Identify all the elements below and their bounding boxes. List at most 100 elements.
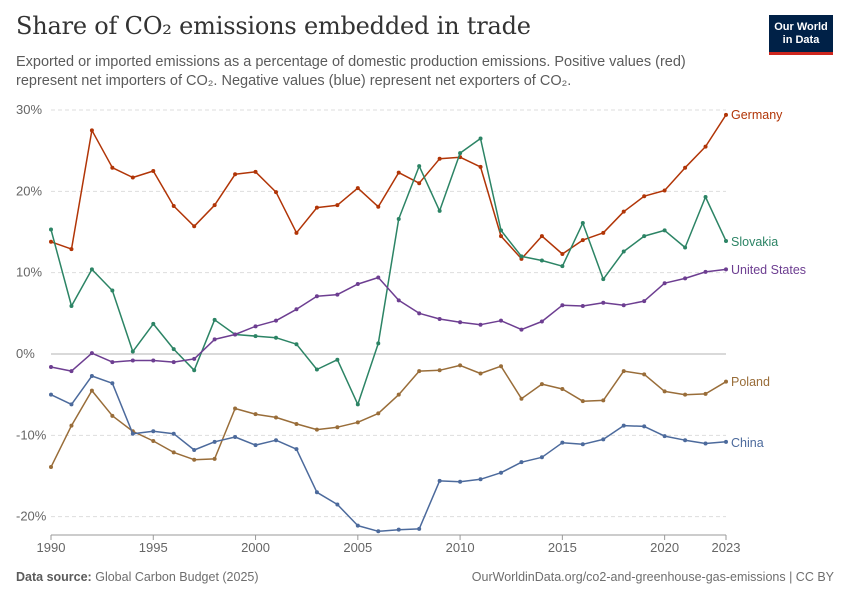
data-point-united-states (355, 282, 360, 287)
data-point-united-states (335, 292, 340, 297)
data-point-united-states (458, 320, 463, 325)
data-point-slovakia (396, 216, 401, 221)
data-point-poland (233, 406, 238, 411)
source-url[interactable]: OurWorldinData.org/co2-and-greenhouse-ga… (471, 570, 834, 584)
grid-layer: -20% -10% 0% 10% 20% 30% 1990 1995 2000 2005 2010 2… (16, 102, 740, 555)
data-point-poland (724, 379, 728, 384)
data-point-poland (458, 363, 463, 368)
data-point-slovakia (151, 321, 156, 326)
data-point-slovakia (49, 227, 53, 232)
data-point-slovakia (171, 347, 176, 352)
data-point-united-states (560, 303, 565, 308)
data-point-china (683, 438, 688, 443)
data-point-china (314, 490, 319, 495)
data-point-china (478, 477, 483, 482)
x-tick-label: 1995 (139, 540, 168, 555)
data-point-united-states (130, 358, 135, 363)
data-point-china (274, 438, 278, 443)
data-point-china (253, 443, 258, 448)
data-point-poland (110, 413, 115, 418)
data-point-united-states (724, 267, 728, 272)
data-point-poland (621, 369, 626, 374)
data-point-china (580, 442, 585, 447)
y-tick-label: -10% (16, 427, 47, 442)
data-point-united-states (642, 299, 647, 304)
data-source-text: Global Carbon Budget (2025) (95, 570, 259, 584)
owid-logo[interactable]: Our World in Data (769, 15, 833, 55)
data-point-china (437, 478, 442, 483)
data-point-united-states (233, 332, 238, 337)
y-tick-label: 10% (16, 265, 42, 280)
data-point-china (69, 402, 74, 407)
data-point-poland (662, 389, 667, 394)
data-point-poland (601, 398, 606, 403)
data-point-germany (376, 204, 381, 209)
data-point-united-states (437, 317, 442, 322)
data-point-united-states (396, 298, 401, 303)
x-tick-label: 2020 (650, 540, 679, 555)
data-point-germany (437, 156, 442, 161)
data-point-united-states (580, 304, 585, 309)
data-point-germany (110, 165, 115, 170)
data-point-united-states (601, 300, 606, 305)
data-point-poland (49, 465, 53, 470)
data-point-slovakia (253, 334, 258, 339)
data-point-germany (703, 144, 708, 149)
data-point-germany (601, 230, 606, 235)
data-point-slovakia (519, 254, 524, 259)
data-point-china (192, 447, 197, 452)
series-layer (49, 112, 728, 534)
x-tick-label: 2010 (446, 540, 475, 555)
data-point-united-states (212, 337, 217, 342)
data-point-china (499, 470, 503, 475)
series-line-poland (50, 364, 727, 468)
data-point-slovakia (621, 249, 626, 254)
data-point-united-states (274, 318, 278, 323)
data-source: Data source: Global Carbon Budget (2025) (16, 570, 259, 584)
data-point-poland (519, 396, 524, 401)
data-point-slovakia (539, 258, 544, 263)
data-point-china (417, 526, 422, 531)
y-tick-label: 30% (16, 102, 42, 117)
data-point-slovakia (601, 277, 606, 282)
data-point-united-states (49, 365, 53, 370)
data-point-germany (49, 239, 53, 244)
data-point-germany (314, 205, 319, 210)
data-point-china (601, 437, 606, 442)
series-label-germany: Germany (731, 108, 783, 122)
data-point-slovakia (417, 164, 422, 169)
data-point-slovakia (314, 367, 319, 372)
data-point-slovakia (89, 267, 94, 272)
data-point-germany (233, 172, 238, 177)
series-label-slovakia: Slovakia (731, 235, 778, 249)
data-point-slovakia (69, 304, 74, 309)
data-point-united-states (683, 276, 688, 281)
data-point-china (335, 502, 340, 507)
data-point-poland (703, 391, 708, 396)
data-point-slovakia (560, 264, 565, 269)
data-point-china (212, 439, 217, 444)
data-point-united-states (478, 322, 483, 327)
data-point-poland (335, 425, 340, 430)
data-point-united-states (294, 307, 299, 312)
data-point-slovakia (580, 221, 585, 226)
data-point-germany (417, 181, 422, 186)
data-point-germany (355, 186, 360, 191)
series-line-slovakia (50, 137, 727, 406)
series-label-china: China (731, 436, 764, 450)
data-point-poland (151, 439, 156, 444)
data-point-slovakia (274, 335, 278, 340)
x-tick-label: 2000 (241, 540, 270, 555)
chart-title: Share of CO₂ emissions embedded in trade (16, 12, 531, 40)
data-point-germany (192, 224, 197, 229)
data-point-germany (89, 128, 94, 133)
data-point-united-states (662, 281, 667, 286)
data-point-united-states (417, 311, 422, 316)
data-point-germany (253, 169, 258, 174)
data-point-united-states (89, 351, 94, 356)
data-point-poland (294, 421, 299, 426)
data-point-poland (171, 450, 176, 455)
data-point-slovakia (683, 245, 688, 250)
data-point-slovakia (130, 349, 135, 354)
data-point-china (171, 431, 176, 436)
